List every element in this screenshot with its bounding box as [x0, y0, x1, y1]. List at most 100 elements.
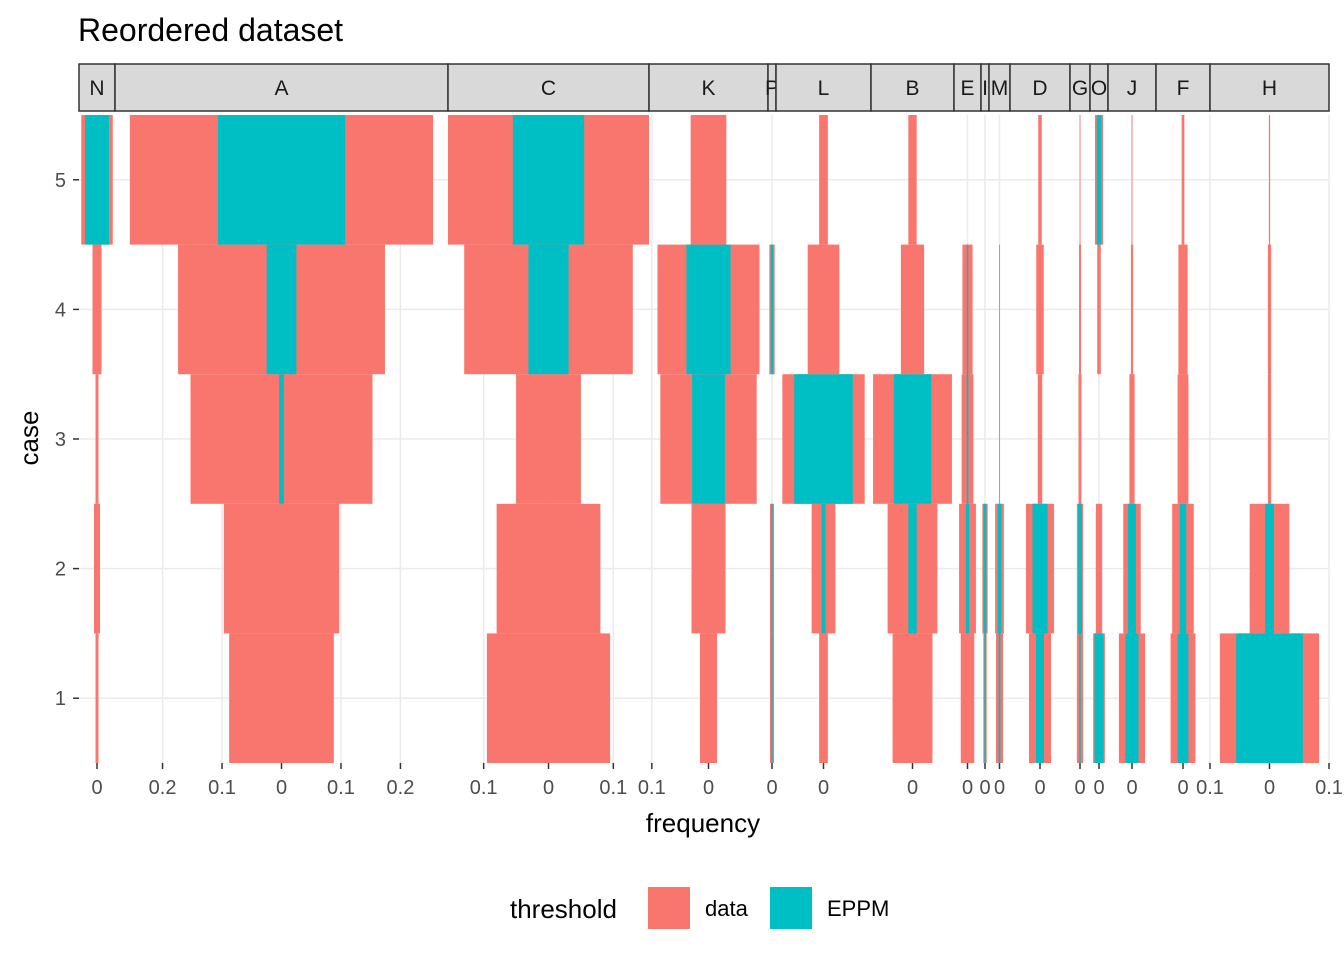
- facet-strip-C: [447, 63, 650, 112]
- bar-eppm-C-case-4: [528, 244, 569, 375]
- y-tick-label: 1: [55, 688, 66, 710]
- x-tick-label: 0: [1126, 777, 1137, 799]
- bar-eppm-P-case-1: [771, 633, 773, 763]
- facet-strip-A: [114, 63, 449, 112]
- facet-label-C: C: [541, 77, 556, 100]
- facet-I: I0: [979, 63, 991, 799]
- facet-label-H: H: [1262, 77, 1277, 100]
- x-tick-label: 0: [703, 777, 714, 799]
- bar-eppm-N-case-5: [85, 115, 109, 245]
- chart-title: Reordered dataset: [78, 12, 343, 48]
- bar-eppm-C-case-5: [512, 115, 585, 245]
- bar-data-N-case-1: [95, 633, 99, 763]
- facet-strip-E: [953, 63, 982, 112]
- bar-eppm-G-case-2: [1078, 503, 1082, 634]
- facet-F: F0: [1155, 63, 1211, 799]
- x-tick-label: 0: [1264, 777, 1275, 799]
- y-axis-title: case: [14, 411, 44, 466]
- bar-eppm-P-case-4: [770, 244, 774, 375]
- y-tick-label: 2: [55, 559, 66, 581]
- facet-label-L: L: [818, 77, 830, 100]
- facet-label-F: F: [1177, 77, 1190, 100]
- facet-label-K: K: [701, 77, 715, 100]
- bar-data-J-case-4: [1130, 244, 1134, 375]
- bar-eppm-H-case-1: [1236, 633, 1303, 763]
- x-tick-label: 0.1: [1196, 777, 1224, 799]
- bar-data-E-case-1: [960, 633, 975, 763]
- bar-data-J-case-3: [1129, 374, 1135, 504]
- bar-eppm-B-case-3: [893, 374, 932, 504]
- bar-data-H-case-3: [1267, 374, 1272, 504]
- bar-data-H-case-5: [1268, 115, 1271, 245]
- legend-label-data: data: [705, 896, 749, 921]
- facet-label-E: E: [960, 77, 974, 100]
- facet-P: P0: [765, 63, 779, 799]
- bar-eppm-F-case-1: [1177, 633, 1189, 763]
- bar-eppm-A-case-3: [279, 374, 284, 504]
- x-tick-label: 0: [1034, 777, 1045, 799]
- bar-data-F-case-3: [1177, 374, 1189, 504]
- bar-data-M-case-4: [999, 244, 1000, 375]
- bar-data-F-case-4: [1178, 244, 1188, 375]
- x-axis-title: frequency: [646, 808, 760, 838]
- bar-eppm-I-case-2: [983, 503, 987, 634]
- facet-strip-K: [648, 63, 769, 112]
- bar-eppm-D-case-1: [1036, 633, 1044, 763]
- bar-data-C-case-2: [496, 503, 601, 634]
- bar-eppm-M-case-1: [998, 633, 1001, 763]
- bar-eppm-G-case-1: [1079, 633, 1081, 763]
- x-tick-label: 0: [962, 777, 973, 799]
- x-tick-label: 0.2: [149, 777, 177, 799]
- bar-eppm-P-case-2: [771, 503, 773, 634]
- legend-label-eppm: EPPM: [827, 896, 889, 921]
- x-tick-label: 0: [766, 777, 777, 799]
- bar-data-L-case-5: [819, 115, 828, 245]
- bar-data-K-case-5: [690, 115, 727, 245]
- bar-eppm-A-case-5: [217, 115, 346, 245]
- facet-C: C 0.1 0 0.1: [447, 63, 650, 799]
- facet-strip-N: [78, 63, 116, 112]
- bar-data-H-case-4: [1267, 244, 1272, 375]
- bar-data-K-case-2: [691, 503, 726, 634]
- bar-eppm-L-case-2: [821, 503, 826, 634]
- y-tick-label: 4: [55, 299, 66, 321]
- bar-data-F-case-5: [1181, 115, 1185, 245]
- bar-eppm-E-case-2: [965, 503, 970, 634]
- bar-data-D-case-4: [1036, 244, 1044, 375]
- bar-eppm-B-case-2: [908, 503, 917, 634]
- bar-data-B-case-4: [900, 244, 925, 375]
- facet-label-N: N: [89, 77, 104, 100]
- x-tick-label: 0: [543, 777, 554, 799]
- x-tick-label: 0.1: [599, 777, 627, 799]
- bar-data-C-case-1: [486, 633, 611, 763]
- facet-B: B0: [870, 63, 955, 799]
- facet-strip-F: [1155, 63, 1211, 112]
- bar-eppm-E-case-3: [966, 374, 969, 504]
- bar-data-G-case-4: [1079, 244, 1081, 375]
- x-tick-label: 0.1: [1315, 777, 1343, 799]
- facet-O: O0: [1089, 63, 1109, 799]
- x-tick-label: 0: [979, 777, 990, 799]
- x-tick-label: 0.1: [470, 777, 498, 799]
- bar-data-K-case-1: [700, 633, 717, 763]
- facet-label-B: B: [905, 77, 919, 100]
- facet-A: A 0.2 0.1 0 0.1 0.2: [114, 63, 449, 799]
- facet-label-I: I: [982, 77, 988, 100]
- x-tick-label: 0: [994, 777, 1005, 799]
- bar-eppm-M-case-2: [997, 503, 1002, 634]
- facet-G: G0: [1069, 63, 1091, 799]
- bar-data-C-case-3: [516, 374, 581, 504]
- bar-eppm-J-case-1: [1125, 633, 1139, 763]
- x-tick-label: 0.2: [387, 777, 415, 799]
- bar-eppm-K-case-4: [686, 244, 731, 375]
- facet-label-O: O: [1091, 77, 1107, 100]
- bar-data-M-case-3: [999, 374, 1000, 504]
- bar-eppm-A-case-4: [266, 244, 297, 375]
- bar-data-D-case-3: [1037, 374, 1043, 504]
- legend-key-data: [648, 887, 690, 929]
- bar-data-A-case-2: [223, 503, 340, 634]
- bar-data-L-case-1: [819, 633, 828, 763]
- y-tick-label: 3: [55, 429, 66, 451]
- facet-L: L0: [775, 63, 872, 799]
